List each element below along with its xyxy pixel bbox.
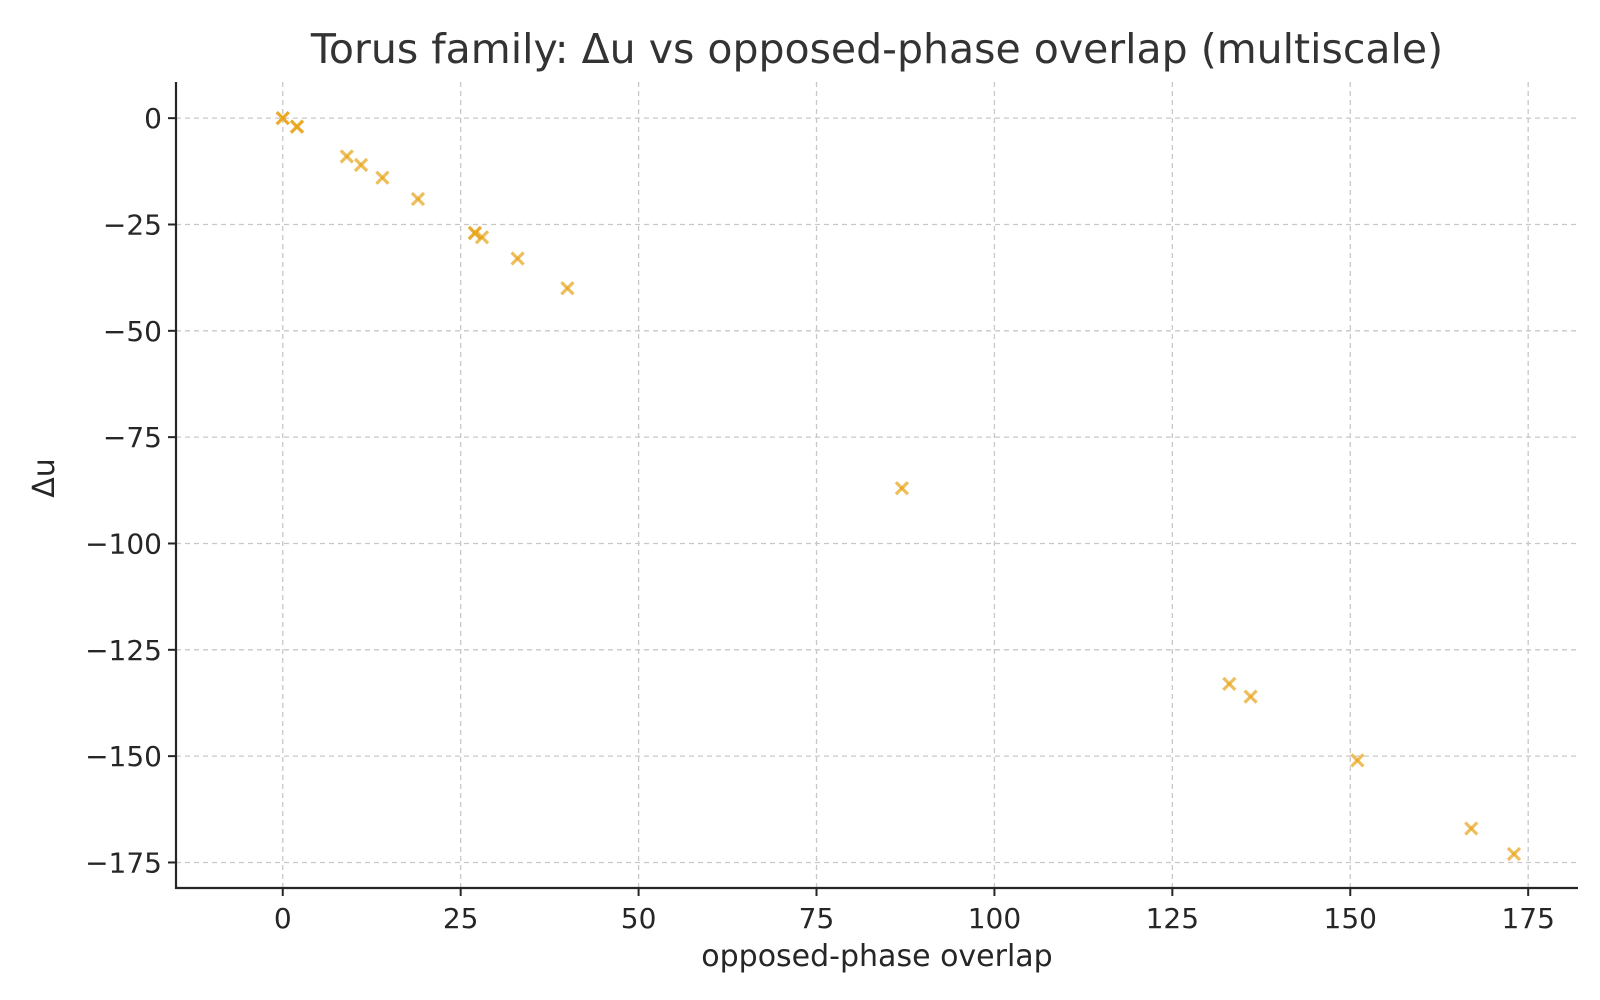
data-point	[560, 281, 575, 296]
data-point	[353, 157, 369, 173]
x-tick-label: 125	[1146, 902, 1199, 935]
data-point	[1506, 846, 1522, 862]
x-tick-label: 175	[1501, 902, 1554, 935]
data-point	[339, 149, 354, 164]
points-layer	[275, 111, 1522, 862]
data-point	[410, 191, 426, 207]
grid-layer	[176, 82, 1578, 888]
y-tick-label: −100	[85, 527, 162, 560]
y-tick-label: −125	[85, 634, 162, 667]
data-point	[894, 481, 910, 496]
x-tick-label: 50	[621, 902, 657, 935]
y-tick-label: −50	[103, 315, 162, 348]
y-tick-label: −175	[85, 846, 162, 879]
x-tick-label: 75	[799, 902, 835, 935]
x-tick-label: 25	[443, 902, 479, 935]
data-point	[375, 170, 390, 185]
data-point	[1243, 689, 1258, 704]
data-point	[510, 251, 525, 266]
x-tick-label: 100	[968, 902, 1021, 935]
y-tick-label: 0	[144, 102, 162, 135]
data-point	[1464, 821, 1479, 836]
x-tick-label: 150	[1324, 902, 1377, 935]
y-tick-label: −150	[85, 740, 162, 773]
y-tick-label: −25	[103, 208, 162, 241]
axes-layer	[174, 82, 1578, 890]
x-axis-label: opposed-phase overlap	[701, 939, 1052, 974]
data-point	[289, 119, 305, 134]
chart-title: Torus family: Δu vs opposed-phase overla…	[310, 25, 1443, 73]
data-point	[1350, 753, 1365, 768]
ticks-layer: 0 25 50 75 100 125 150 175 0 −25 −50 −75 −100 −125 −15…	[85, 102, 1555, 935]
data-point	[474, 230, 490, 245]
data-point	[1222, 676, 1237, 691]
y-axis-label: Δu	[27, 458, 62, 498]
x-tick-label: 0	[274, 902, 292, 935]
y-tick-label: −75	[103, 421, 162, 454]
data-point	[467, 225, 483, 241]
data-point	[275, 111, 290, 126]
